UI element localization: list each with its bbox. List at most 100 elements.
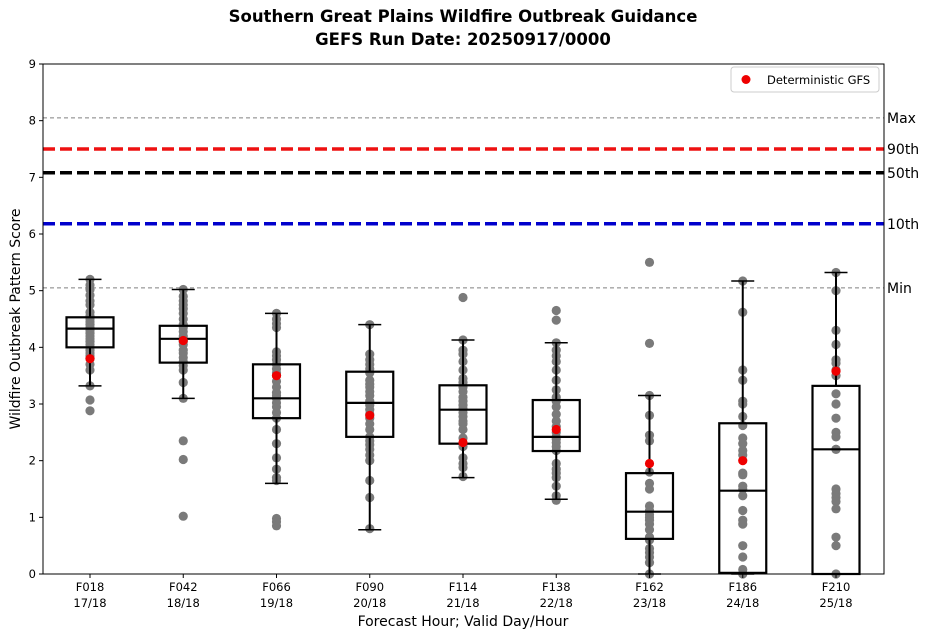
x-tick-hour: F066 — [262, 580, 291, 594]
deterministic-point — [85, 354, 95, 364]
member-point — [85, 395, 95, 405]
chart-title: Southern Great Plains Wildfire Outbreak … — [229, 7, 698, 26]
y-tick-label: 7 — [29, 170, 36, 184]
plot-frame — [42, 63, 885, 575]
member-point — [365, 424, 375, 435]
x-tick-hour: F090 — [355, 580, 384, 594]
iqr-box — [531, 398, 581, 453]
reference-label-90th: 90th — [887, 142, 919, 158]
reference-label-50th: 50th — [887, 166, 919, 182]
member-point — [831, 532, 841, 542]
member-point — [738, 439, 748, 449]
x-tick-hour: F114 — [449, 580, 478, 594]
x-tick-valid: 17/18 — [73, 596, 106, 610]
y-tick-label: 1 — [29, 510, 36, 524]
iqr-box — [624, 472, 675, 540]
x-axis-label: Forecast Hour; Valid Day/Hour — [358, 614, 569, 630]
box-f114 — [438, 339, 488, 479]
member-point — [644, 484, 655, 494]
x-axis-ticks: F018 17/18 F042 18/18 F066 19/18 F090 20/18 F114… — [73, 574, 853, 610]
member-point — [551, 305, 561, 316]
member-point — [738, 491, 748, 501]
member-point — [271, 521, 282, 531]
box-f090 — [345, 323, 395, 531]
deterministic-gfs-points — [85, 335, 841, 469]
box-f210 — [811, 271, 861, 576]
member-point — [644, 525, 655, 535]
y-tick-label: 2 — [29, 454, 36, 468]
legend-label-deterministic: Deterministic GFS — [767, 73, 870, 87]
x-tick-valid: 24/18 — [726, 596, 759, 610]
box-plots — [65, 271, 861, 576]
box-f138 — [531, 342, 581, 500]
box-f018 — [65, 278, 115, 387]
x-tick-hour: F138 — [542, 580, 571, 594]
member-point — [458, 424, 468, 435]
ensemble-members — [85, 257, 841, 579]
member-point — [644, 338, 655, 348]
legend-marker-deterministic — [741, 75, 751, 84]
x-tick-valid: 25/18 — [819, 596, 852, 610]
x-tick-valid: 18/18 — [167, 596, 200, 610]
deterministic-point — [738, 456, 748, 466]
member-point — [831, 541, 841, 551]
x-tick-hour: F018 — [76, 580, 105, 594]
deterministic-point — [365, 410, 375, 420]
member-point — [551, 315, 561, 325]
member-point — [831, 413, 841, 423]
member-point — [644, 257, 655, 267]
chart-subtitle: GEFS Run Date: 20250917/0000 — [315, 30, 611, 49]
member-point — [738, 519, 748, 529]
y-axis-label: Wildfire Outbreak Pattern Score — [8, 208, 24, 429]
member-point — [831, 389, 841, 399]
member-point — [551, 495, 561, 505]
x-tick-valid: 23/18 — [633, 596, 666, 610]
x-tick-valid: 22/18 — [540, 596, 573, 610]
iqr-box — [345, 370, 395, 438]
deterministic-point — [644, 458, 655, 469]
reference-lines: Max 90th 50th 10th Min — [43, 111, 919, 297]
y-tick-label: 6 — [29, 227, 36, 241]
y-tick-label: 4 — [29, 340, 36, 354]
x-tick-hour: F162 — [635, 580, 664, 594]
x-tick-valid: 20/18 — [353, 596, 386, 610]
member-point — [85, 406, 95, 416]
member-point — [831, 399, 841, 409]
deterministic-point — [551, 424, 561, 435]
reference-label-min: Min — [887, 281, 912, 297]
member-point — [458, 292, 468, 303]
legend-frame — [730, 66, 880, 93]
member-point — [178, 511, 188, 521]
member-point — [178, 454, 188, 465]
member-point — [738, 505, 748, 516]
y-tick-label: 9 — [29, 57, 36, 71]
member-point — [831, 496, 841, 507]
x-tick-valid: 19/18 — [260, 596, 293, 610]
member-point — [831, 504, 841, 514]
x-tick-valid: 21/18 — [446, 596, 479, 610]
y-tick-label: 5 — [29, 284, 36, 298]
member-point — [551, 409, 561, 419]
member-point — [365, 368, 375, 378]
member-point — [178, 436, 188, 446]
iqr-box — [65, 316, 115, 349]
y-tick-label: 3 — [29, 397, 36, 411]
member-point — [738, 470, 748, 480]
deterministic-point — [178, 335, 188, 346]
deterministic-point — [271, 371, 282, 381]
reference-label-max: Max — [887, 111, 916, 127]
x-tick-hour: F210 — [822, 580, 851, 594]
x-tick-hour: F186 — [728, 580, 757, 594]
member-point — [738, 541, 748, 551]
y-tick-label: 8 — [29, 114, 36, 128]
member-point — [831, 432, 841, 442]
iqr-box — [718, 422, 768, 574]
reference-label-10th: 10th — [887, 217, 919, 233]
box-f066 — [251, 312, 302, 485]
deterministic-point — [831, 366, 841, 376]
x-tick-hour: F042 — [169, 580, 198, 594]
iqr-box — [158, 324, 208, 364]
y-tick-label: 0 — [29, 567, 36, 581]
y-axis-ticks: 0 1 2 3 4 5 6 7 8 9 — [29, 57, 43, 581]
